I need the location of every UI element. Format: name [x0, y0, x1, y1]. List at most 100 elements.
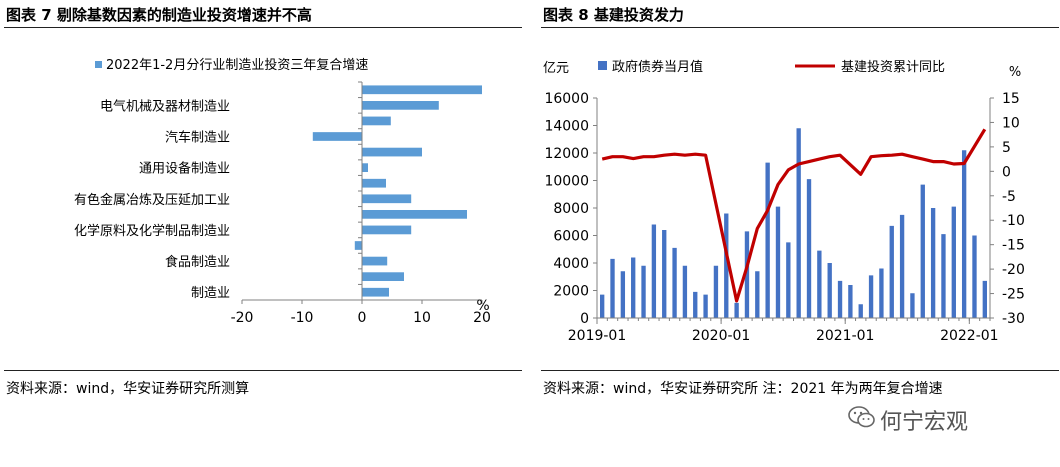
bar: [362, 256, 388, 266]
legend-label: 2022年1-2月分行业制造业投资三年复合增速: [106, 57, 368, 73]
legend-swatch-bars: [598, 61, 607, 70]
right-tick-label: -25: [1002, 287, 1025, 303]
bar: [837, 280, 843, 318]
bar: [930, 208, 936, 318]
bar: [651, 224, 657, 318]
category-label: 化学原料及化学制品制造业: [74, 223, 230, 239]
bar: [920, 184, 925, 318]
x-tick-label: 0: [358, 310, 367, 326]
left-tick-label: 10000: [544, 174, 589, 190]
right-tick-label: 5: [1002, 140, 1011, 156]
watermark-text: 何宁宏观: [880, 410, 969, 435]
bar: [775, 206, 781, 318]
bar: [693, 291, 698, 318]
right-figure-source: 资料来源：wind，华安证券研究所 注：2021 年为两年复合增速: [543, 381, 943, 397]
x-tick-label: -20: [231, 310, 254, 326]
right-tick-label: 0: [1002, 164, 1011, 180]
bar: [362, 209, 467, 219]
right-title-rule: [541, 27, 1059, 28]
category-label: 食品制造业: [165, 254, 230, 270]
bar: [796, 128, 801, 318]
line-series: [601, 128, 987, 303]
bar: [982, 280, 988, 318]
bar: [362, 287, 389, 297]
right-tick-label: 15: [1002, 91, 1020, 107]
left-tick-label: 14000: [544, 119, 589, 135]
bar: [972, 235, 977, 318]
bar: [362, 116, 391, 126]
left-tick-label: 8000: [553, 201, 589, 217]
x-tick-label: 2021-01: [816, 328, 875, 344]
bar: [354, 241, 362, 250]
bar: [910, 293, 915, 318]
bar: [362, 178, 386, 188]
bar: [362, 272, 404, 282]
wechat-logo-icon: [848, 406, 875, 428]
bar: [724, 213, 729, 318]
bar: [755, 271, 760, 318]
bar: [734, 302, 739, 318]
bar: [951, 206, 956, 318]
left-tick-label: 12000: [544, 146, 589, 162]
left-axis-label: 亿元: [543, 61, 569, 76]
bar: [786, 242, 791, 318]
left-figure-source: 资料来源：wind，华安证券研究所测算: [6, 381, 250, 397]
left-tick-label: 16000: [544, 91, 589, 107]
left-title-rule: [4, 27, 522, 28]
legend-label-bars: 政府债券当月值: [612, 59, 703, 75]
bar: [610, 258, 615, 318]
right-tick-label: 10: [1002, 115, 1020, 131]
bar: [713, 265, 719, 318]
left-source-rule: [4, 370, 522, 371]
left-figure-title: 图表 7 剔除基数因素的制造业投资增速并不高: [6, 6, 312, 24]
bar: [889, 225, 894, 318]
bar: [961, 150, 967, 318]
x-tick-label: 20: [473, 310, 491, 326]
bar: [672, 247, 677, 318]
bar: [641, 265, 646, 318]
category-label: 通用设备制造业: [139, 161, 230, 177]
bar: [362, 225, 412, 235]
bar: [662, 230, 667, 318]
bar: [703, 294, 708, 318]
right-axis-label: %: [1009, 65, 1021, 80]
category-label: 制造业: [191, 286, 230, 301]
category-label: 汽车制造业: [165, 130, 230, 146]
right-tick-label: -10: [1002, 213, 1025, 229]
x-tick-label: 2019-01: [568, 328, 627, 344]
left-tick-label: 6000: [553, 229, 589, 245]
bar: [362, 100, 439, 110]
right-figure-title: 图表 8 基建投资发力: [543, 6, 684, 24]
bar: [620, 271, 626, 318]
bar: [362, 147, 422, 157]
bar: [848, 285, 853, 318]
legend-swatch: [95, 61, 102, 68]
bar: [362, 194, 412, 204]
right-chart: 亿元 政府债券当月值 基建投资累计同比 % 0 2000 4000 6000 8000 10000…: [543, 59, 1025, 344]
right-tick-label: -20: [1002, 262, 1025, 278]
bar: [362, 163, 368, 173]
left-tick-label: 2000: [553, 284, 589, 300]
bar: [941, 234, 946, 318]
x-tick-label: 2022-01: [940, 328, 999, 344]
right-source-rule: [541, 370, 1059, 371]
bar: [744, 231, 750, 318]
bar: [631, 257, 636, 318]
bar: [682, 265, 688, 318]
bar: [806, 179, 812, 318]
bar: [899, 214, 905, 318]
bar: [879, 268, 884, 318]
legend-label-line: 基建投资累计同比: [841, 59, 945, 75]
left-tick-label: 0: [580, 311, 589, 327]
right-tick-label: -15: [1002, 238, 1025, 254]
x-tick-label: -10: [291, 310, 314, 326]
left-tick-label: 4000: [553, 256, 589, 272]
bar: [817, 250, 822, 318]
right-tick-label: -30: [1002, 311, 1025, 327]
bar: [765, 162, 770, 318]
left-chart: 2022年1-2月分行业制造业投资三年复合增速电气机械及器材制造业汽车制造业通用…: [74, 57, 491, 326]
bar: [599, 294, 605, 318]
x-tick-label: 10: [413, 310, 431, 326]
right-tick-label: -5: [1002, 189, 1016, 205]
x-tick-label: 2020-01: [692, 328, 751, 344]
